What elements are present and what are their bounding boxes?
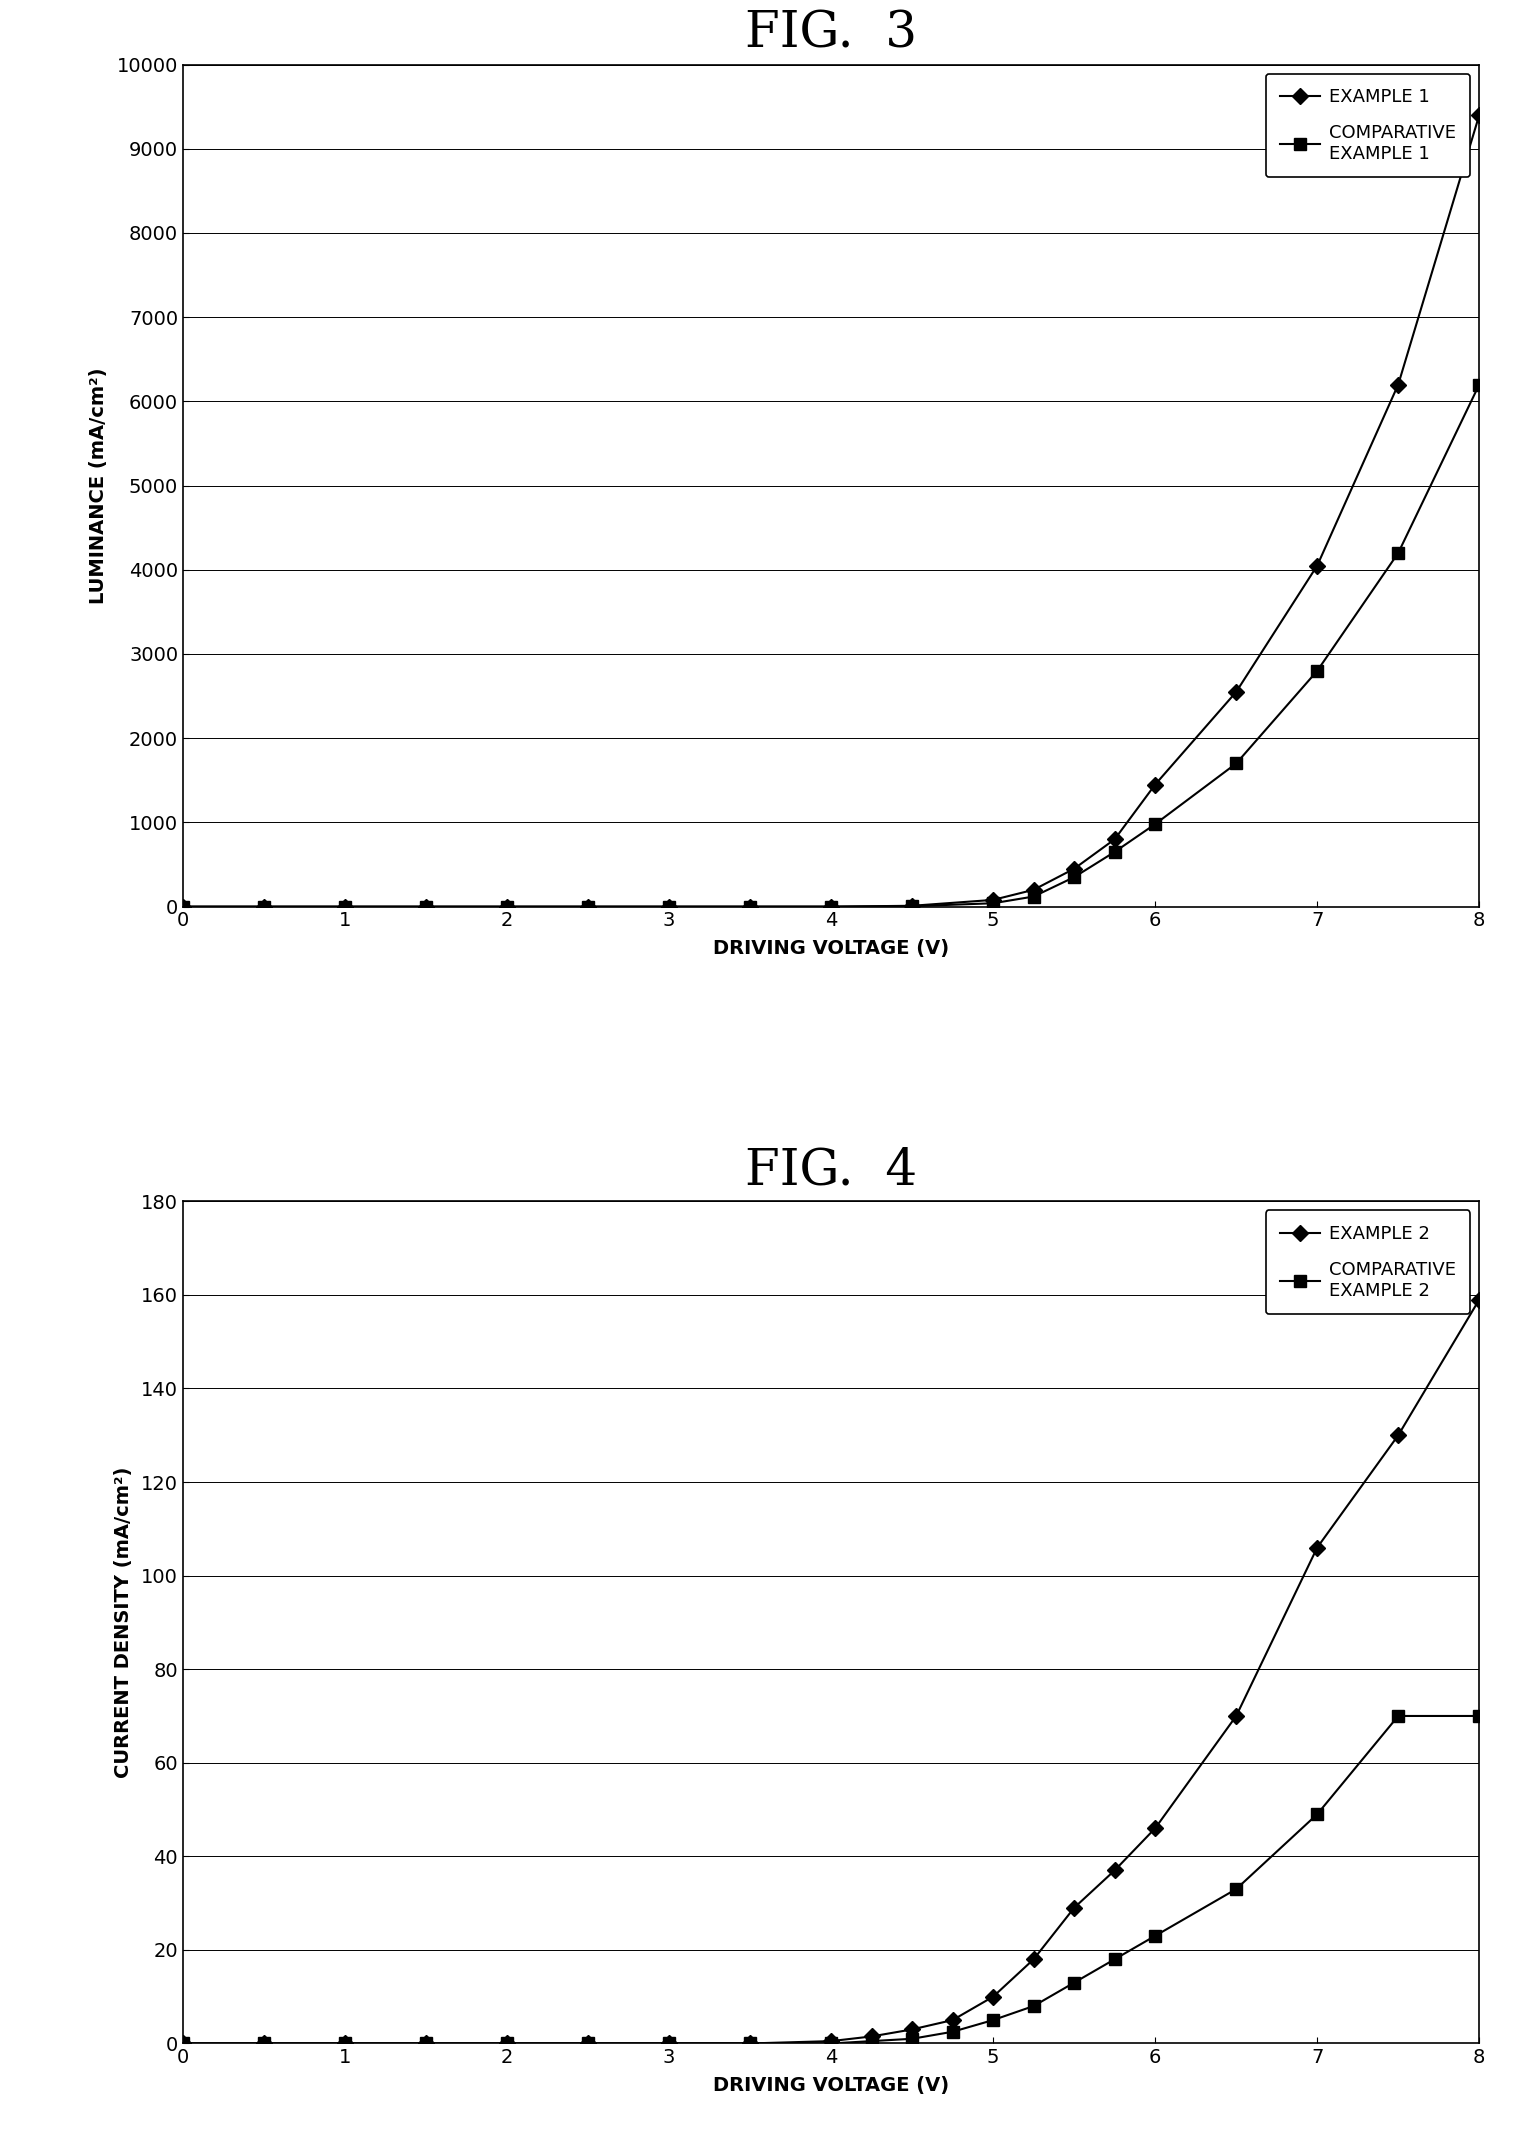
EXAMPLE 1: [903, 893, 921, 918]
COMPARATIVE
EXAMPLE 1: [822, 893, 840, 918]
EXAMPLE 1: [497, 893, 515, 918]
COMPARATIVE
EXAMPLE 2: [336, 2031, 354, 2056]
COMPARATIVE
EXAMPLE 2: [1308, 1800, 1327, 1826]
COMPARATIVE
EXAMPLE 2: [741, 2031, 759, 2056]
EXAMPLE 2: [497, 2031, 515, 2056]
EXAMPLE 2: [984, 1983, 1002, 2009]
EXAMPLE 1: [822, 893, 840, 918]
COMPARATIVE
EXAMPLE 1: [255, 893, 273, 918]
COMPARATIVE
EXAMPLE 2: [1228, 1876, 1246, 1901]
COMPARATIVE
EXAMPLE 2: [1470, 1704, 1488, 1729]
EXAMPLE 2: [822, 2028, 840, 2054]
EXAMPLE 1: [1228, 680, 1246, 706]
COMPARATIVE
EXAMPLE 2: [944, 2020, 962, 2046]
EXAMPLE 1: [1389, 372, 1408, 398]
COMPARATIVE
EXAMPLE 2: [416, 2031, 435, 2056]
COMPARATIVE
EXAMPLE 2: [863, 2028, 881, 2054]
COMPARATIVE
EXAMPLE 1: [1106, 839, 1124, 865]
COMPARATIVE
EXAMPLE 2: [497, 2031, 515, 2056]
COMPARATIVE
EXAMPLE 1: [1470, 372, 1488, 398]
COMPARATIVE
EXAMPLE 1: [1389, 540, 1408, 566]
EXAMPLE 1: [741, 893, 759, 918]
EXAMPLE 1: [416, 893, 435, 918]
EXAMPLE 1: [336, 893, 354, 918]
EXAMPLE 2: [863, 2024, 881, 2050]
Line: EXAMPLE 1: EXAMPLE 1: [177, 110, 1485, 912]
EXAMPLE 2: [1228, 1704, 1246, 1729]
COMPARATIVE
EXAMPLE 2: [1147, 1923, 1165, 1949]
COMPARATIVE
EXAMPLE 2: [255, 2031, 273, 2056]
COMPARATIVE
EXAMPLE 1: [580, 893, 598, 918]
EXAMPLE 2: [1470, 1286, 1488, 1312]
Title: FIG.  4: FIG. 4: [746, 1146, 917, 1196]
X-axis label: DRIVING VOLTAGE (V): DRIVING VOLTAGE (V): [714, 938, 949, 957]
Y-axis label: LUMINANCE (mA/cm²): LUMINANCE (mA/cm²): [90, 368, 108, 604]
COMPARATIVE
EXAMPLE 2: [660, 2031, 679, 2056]
COMPARATIVE
EXAMPLE 2: [1106, 1947, 1124, 1972]
EXAMPLE 1: [1470, 101, 1488, 127]
EXAMPLE 2: [1147, 1815, 1165, 1841]
COMPARATIVE
EXAMPLE 2: [903, 2026, 921, 2052]
EXAMPLE 1: [174, 893, 192, 918]
X-axis label: DRIVING VOLTAGE (V): DRIVING VOLTAGE (V): [714, 2076, 949, 2095]
EXAMPLE 1: [1025, 878, 1043, 903]
COMPARATIVE
EXAMPLE 1: [1308, 658, 1327, 684]
EXAMPLE 1: [984, 886, 1002, 912]
EXAMPLE 1: [660, 893, 679, 918]
EXAMPLE 2: [255, 2031, 273, 2056]
EXAMPLE 2: [1389, 1422, 1408, 1448]
COMPARATIVE
EXAMPLE 2: [984, 2007, 1002, 2033]
EXAMPLE 1: [1147, 772, 1165, 798]
COMPARATIVE
EXAMPLE 2: [822, 2031, 840, 2056]
EXAMPLE 1: [1106, 826, 1124, 852]
EXAMPLE 2: [1106, 1858, 1124, 1884]
COMPARATIVE
EXAMPLE 2: [580, 2031, 598, 2056]
COMPARATIVE
EXAMPLE 1: [174, 893, 192, 918]
COMPARATIVE
EXAMPLE 2: [174, 2031, 192, 2056]
COMPARATIVE
EXAMPLE 1: [1025, 884, 1043, 910]
EXAMPLE 1: [255, 893, 273, 918]
EXAMPLE 2: [1308, 1534, 1327, 1559]
COMPARATIVE
EXAMPLE 1: [416, 893, 435, 918]
EXAMPLE 2: [580, 2031, 598, 2056]
EXAMPLE 2: [174, 2031, 192, 2056]
EXAMPLE 1: [1308, 553, 1327, 579]
COMPARATIVE
EXAMPLE 1: [741, 893, 759, 918]
EXAMPLE 2: [741, 2031, 759, 2056]
COMPARATIVE
EXAMPLE 2: [1064, 1970, 1083, 1996]
EXAMPLE 2: [416, 2031, 435, 2056]
Legend: EXAMPLE 1, COMPARATIVE
EXAMPLE 1: EXAMPLE 1, COMPARATIVE EXAMPLE 1: [1266, 73, 1470, 176]
COMPARATIVE
EXAMPLE 1: [984, 891, 1002, 916]
EXAMPLE 2: [944, 2007, 962, 2033]
EXAMPLE 2: [660, 2031, 679, 2056]
COMPARATIVE
EXAMPLE 1: [497, 893, 515, 918]
EXAMPLE 2: [903, 2015, 921, 2041]
COMPARATIVE
EXAMPLE 1: [336, 893, 354, 918]
EXAMPLE 2: [1064, 1895, 1083, 1921]
COMPARATIVE
EXAMPLE 2: [1025, 1994, 1043, 2020]
COMPARATIVE
EXAMPLE 1: [903, 893, 921, 918]
COMPARATIVE
EXAMPLE 1: [1064, 865, 1083, 891]
Line: COMPARATIVE
EXAMPLE 2: COMPARATIVE EXAMPLE 2: [177, 1710, 1485, 2050]
COMPARATIVE
EXAMPLE 1: [1147, 811, 1165, 837]
Line: EXAMPLE 2: EXAMPLE 2: [177, 1295, 1485, 2050]
COMPARATIVE
EXAMPLE 2: [1389, 1704, 1408, 1729]
Line: COMPARATIVE
EXAMPLE 1: COMPARATIVE EXAMPLE 1: [177, 379, 1485, 912]
EXAMPLE 1: [580, 893, 598, 918]
EXAMPLE 2: [336, 2031, 354, 2056]
EXAMPLE 2: [1025, 1947, 1043, 1972]
Legend: EXAMPLE 2, COMPARATIVE
EXAMPLE 2: EXAMPLE 2, COMPARATIVE EXAMPLE 2: [1266, 1211, 1470, 1314]
Y-axis label: CURRENT DENSITY (mA/cm²): CURRENT DENSITY (mA/cm²): [114, 1467, 133, 1779]
EXAMPLE 1: [1064, 856, 1083, 882]
Title: FIG.  3: FIG. 3: [746, 9, 917, 58]
COMPARATIVE
EXAMPLE 1: [1228, 751, 1246, 777]
COMPARATIVE
EXAMPLE 1: [660, 893, 679, 918]
